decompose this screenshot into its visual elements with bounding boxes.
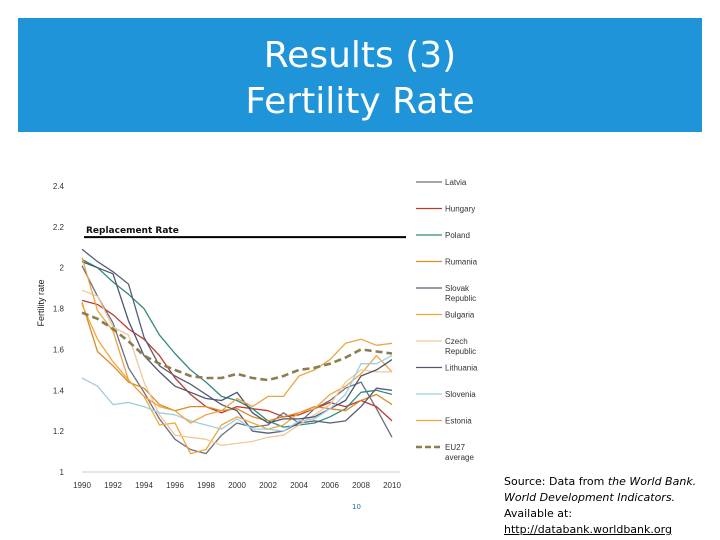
series-line-rumania: [81, 302, 393, 422]
x-tick-label: 1998: [197, 481, 215, 488]
x-tick-label: 2006: [321, 481, 339, 488]
x-tick-label: 1996: [166, 481, 184, 488]
y-axis-label: Fertility rate: [36, 279, 46, 326]
title-banner: Results (3) Fertility Rate: [18, 18, 702, 132]
series-line-lithuania: [81, 260, 393, 424]
y-axis-ticks: 1 1.2 1.4 1.6 1.8 2 2.2 2.4: [53, 182, 65, 477]
source-prefix: Source: Data from: [504, 475, 605, 488]
legend-label: Slovenia: [445, 390, 476, 399]
series-lines: [81, 248, 393, 455]
slide-subtitle: Fertility Rate: [245, 81, 475, 122]
y-tick-label: 1.2: [53, 427, 65, 436]
legend-label: Bulgaria: [445, 311, 475, 320]
page-number: 10: [352, 503, 361, 511]
y-tick-label: 1.6: [53, 345, 65, 354]
legend-label: Rumania: [445, 258, 478, 267]
y-tick-label: 2.2: [53, 223, 65, 232]
series-line-estonia: [81, 257, 393, 424]
source-wdi: World Development Indicators.: [504, 491, 676, 504]
source-available: Available at:: [504, 507, 573, 520]
source-note: Source: Data from the World Bank. World …: [504, 474, 718, 538]
y-tick-label: 2: [60, 264, 65, 273]
legend-label: Poland: [445, 231, 470, 240]
series-line-slovenia: [81, 355, 393, 432]
source-world-bank: the World Bank.: [607, 475, 697, 488]
series-line-slovak-republic: [81, 248, 393, 434]
series-line-czech-republic: [81, 289, 392, 447]
y-tick-label: 2.4: [53, 182, 65, 191]
chart-legend: Latvia Hungary Poland Rumania Slovak Republic…: [416, 178, 478, 462]
legend-label: EU27 average: [445, 443, 474, 462]
legend-label: Lithuania: [445, 364, 478, 373]
y-tick-label: 1.4: [53, 386, 65, 395]
legend-label: Estonia: [445, 417, 472, 426]
fertility-chart: Fertility rate 1 1.2 1.4 1.6 1.8 2 2.2 2.4 1990…: [36, 178, 478, 488]
x-tick-label: 1994: [135, 481, 153, 488]
x-tick-label: 2008: [352, 481, 370, 488]
x-tick-label: 2010: [383, 481, 401, 488]
y-tick-label: 1.8: [53, 305, 65, 314]
x-tick-label: 2002: [259, 481, 277, 488]
series-line-poland: [81, 258, 393, 428]
series-line-eu27-average: [81, 311, 393, 382]
x-tick-label: 2000: [228, 481, 246, 488]
source-link[interactable]: http://databank.worldbank.org: [504, 523, 672, 536]
series-line-latvia: [81, 265, 393, 455]
replacement-rate-label: Replacement Rate: [86, 226, 179, 236]
legend-label: Hungary: [445, 205, 475, 214]
x-tick-label: 1992: [104, 481, 122, 488]
legend-label: Czech Republic: [445, 337, 476, 356]
x-tick-label: 1990: [73, 481, 91, 488]
legend-label: Slovak Republic: [445, 284, 476, 303]
slide-title: Results (3): [263, 35, 457, 76]
y-tick-label: 1: [60, 468, 65, 477]
x-tick-label: 2004: [290, 481, 308, 488]
x-axis-ticks: 1990 1992 1994 1996 1998 2000 2002 2004 2006 2008…: [73, 481, 401, 488]
legend-label: Latvia: [445, 178, 467, 187]
